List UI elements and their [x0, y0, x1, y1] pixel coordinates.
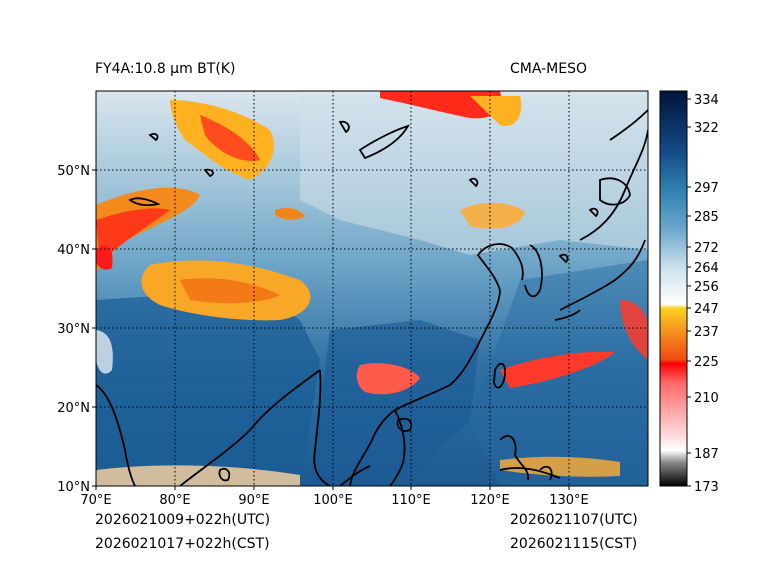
colorbar-tick-label: 247	[694, 302, 719, 317]
graticule	[96, 91, 648, 486]
lat-tick-label: 10°N	[57, 480, 90, 495]
colorbar-tick-label: 256	[694, 280, 719, 295]
map-frame	[95, 90, 649, 487]
lon-tick-label: 130°E	[549, 493, 589, 508]
map-title: FY4A:10.8 µm BT(K)	[95, 61, 236, 77]
colorbar-tick-label: 272	[694, 241, 719, 256]
valid-time-cst: 2026021115(CST)	[510, 536, 638, 552]
lon-tick-label: 110°E	[391, 493, 431, 508]
colorbar-tick-label: 210	[694, 391, 719, 406]
lon-tick-label: 120°E	[470, 493, 510, 508]
colorbar-ticks: 334 322 297 285 272 264 256 247 237 225 210 187 173	[687, 93, 719, 495]
lat-tick-label: 40°N	[57, 243, 90, 258]
colorbar-tick-label: 285	[694, 210, 719, 225]
init-time-cst: 2026021017+022h(CST)	[95, 536, 270, 552]
colorbar-tick-label: 264	[694, 261, 719, 276]
init-time-utc: 2026021009+022h(UTC)	[95, 512, 271, 528]
colorbar-tick-label: 225	[694, 355, 719, 370]
colorbar-tick-label: 334	[694, 93, 719, 108]
axis-ticks	[92, 169, 570, 490]
model-label: CMA-MESO	[510, 61, 588, 77]
lon-tick-label: 80°E	[159, 493, 190, 508]
satellite-image	[96, 91, 648, 486]
colorbar-tick-label: 187	[694, 447, 719, 462]
lon-tick-label: 90°E	[238, 493, 269, 508]
lat-tick-label: 50°N	[57, 164, 90, 179]
colorbar-tick-label: 173	[694, 480, 719, 495]
colorbar-tick-label: 237	[694, 325, 719, 340]
lat-tick-label: 30°N	[57, 322, 90, 337]
lat-tick-label: 20°N	[57, 401, 90, 416]
colorbar	[659, 90, 688, 487]
colorbar-tick-label: 322	[694, 121, 719, 136]
lon-tick-label: 100°E	[313, 493, 353, 508]
lon-tick-label: 70°E	[80, 493, 111, 508]
valid-time-utc: 2026021107(UTC)	[510, 512, 638, 528]
cold-cloud-areas	[96, 91, 648, 486]
colorbar-tick-label: 297	[694, 181, 719, 196]
